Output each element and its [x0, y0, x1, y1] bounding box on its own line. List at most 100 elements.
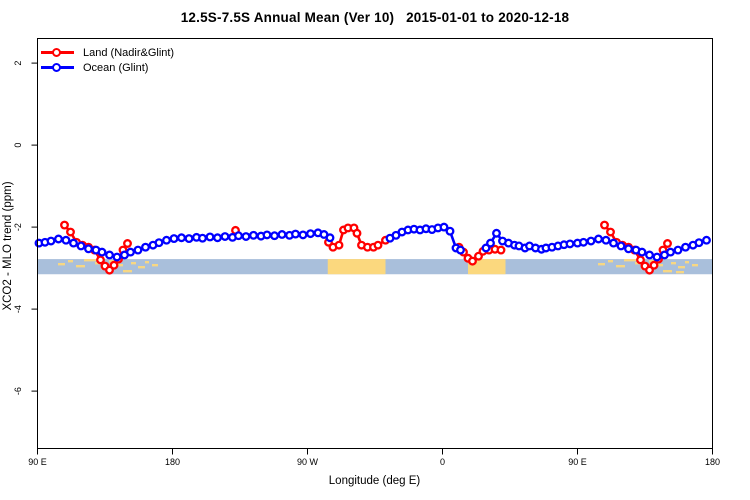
ocean-data-point	[249, 230, 258, 240]
ocean-data-point	[586, 236, 596, 246]
ocean-data-point	[594, 234, 603, 244]
ocean-data-point	[84, 244, 93, 254]
ocean-data-point	[306, 229, 315, 239]
island-streak	[624, 259, 636, 262]
y-tick-label: -6	[13, 387, 23, 395]
ocean-data-point	[213, 233, 222, 243]
ocean-data-point	[637, 247, 647, 257]
ocean-data-point	[69, 238, 78, 248]
island-streak	[663, 270, 672, 273]
ocean-data-point	[126, 247, 135, 257]
ocean-data-point	[177, 233, 186, 243]
land-series-swatch	[41, 45, 74, 60]
island-streak	[123, 270, 132, 273]
ocean-data-point	[666, 247, 675, 257]
ocean-data-point	[681, 242, 690, 252]
island-streak	[608, 260, 613, 263]
legend-label-ocean: Ocean (Glint)	[83, 61, 149, 74]
land-data-point	[649, 260, 659, 270]
land-data-point	[600, 220, 609, 230]
island-streak	[649, 260, 654, 263]
y-tick-label: -2	[13, 223, 23, 231]
ocean-data-point	[702, 235, 711, 245]
island-streak	[84, 259, 96, 262]
land-data-point	[60, 220, 69, 230]
ocean-data-point	[112, 252, 122, 262]
ocean-data-point	[298, 230, 308, 240]
ocean-data-point	[169, 234, 179, 244]
land-patch	[468, 259, 506, 275]
land-patch	[327, 259, 386, 275]
ocean-data-point	[162, 235, 171, 245]
ocean-data-point	[486, 238, 495, 248]
ocean-data-point	[76, 241, 86, 251]
x-axis-label: Longitude (deg E)	[328, 475, 421, 487]
island-streak	[616, 265, 625, 268]
ocean-data-point	[184, 234, 194, 244]
x-tick-label: 180	[165, 457, 180, 467]
land-data-point	[334, 240, 344, 250]
plot-border	[37, 38, 713, 449]
x-tick-label: 0	[440, 457, 445, 467]
land-data-point	[496, 245, 506, 255]
land-data-point	[96, 255, 105, 265]
island-streak	[68, 260, 73, 263]
land-marker-icon	[52, 48, 61, 57]
ocean-data-point	[325, 233, 335, 243]
island-streak	[76, 265, 85, 268]
ocean-series-swatch	[41, 60, 74, 75]
ocean-data-point	[141, 242, 150, 252]
ocean-data-point	[694, 238, 704, 248]
ocean-data-point	[61, 235, 71, 245]
ocean-data-point	[445, 226, 455, 236]
ocean-data-point	[652, 252, 662, 262]
island-streak	[676, 271, 684, 274]
ocean-data-point	[616, 241, 626, 251]
x-tick-label: 180	[705, 457, 720, 467]
y-tick-label: -4	[13, 305, 23, 313]
island-streak	[656, 264, 663, 267]
ocean-data-point	[105, 250, 114, 260]
ocean-data-point	[439, 222, 449, 232]
ocean-data-point	[609, 238, 618, 248]
ocean-data-point	[291, 229, 300, 239]
island-streak	[109, 260, 114, 263]
ocean-data-point	[579, 237, 588, 247]
island-streak	[152, 264, 158, 267]
ocean-data-point	[601, 235, 611, 245]
ocean-data-point	[46, 236, 56, 246]
ocean-data-point	[262, 230, 272, 240]
land-data-point	[123, 239, 132, 248]
legend-item-land: Land (Nadir&Glint)	[41, 45, 174, 60]
legend-item-ocean: Ocean (Glint)	[41, 60, 174, 75]
y-tick-label: 0	[13, 143, 23, 148]
ocean-data-point	[270, 231, 279, 241]
ocean-data-point	[198, 233, 207, 243]
legend: Land (Nadir&Glint) Ocean (Glint)	[41, 45, 174, 75]
island-streak	[692, 264, 698, 267]
x-tick-label: 90 E	[28, 457, 47, 467]
y-axis-label: XCO2 - MLO trend (ppm)	[2, 181, 14, 311]
island-streak	[685, 261, 689, 264]
x-tick-label: 90 E	[568, 457, 587, 467]
ocean-marker-icon	[52, 63, 61, 72]
ocean-data-point	[234, 231, 243, 241]
legend-label-land: Land (Nadir&Glint)	[83, 46, 175, 59]
island-streak	[58, 263, 65, 266]
ocean-data-point	[277, 230, 287, 239]
ocean-data-point	[645, 250, 654, 260]
land-data-point	[468, 256, 477, 266]
ocean-data-point	[54, 234, 63, 244]
land-data-point	[66, 227, 75, 237]
island-streak	[138, 266, 145, 269]
land-data-point	[663, 239, 672, 248]
x-tick-label: 90 W	[297, 457, 319, 467]
ocean-data-point	[565, 239, 575, 249]
land-data-point	[109, 260, 119, 270]
ocean-data-point	[220, 232, 230, 241]
island-streak	[116, 264, 123, 267]
ocean-data-point	[97, 247, 107, 257]
land-data-point	[636, 255, 645, 265]
